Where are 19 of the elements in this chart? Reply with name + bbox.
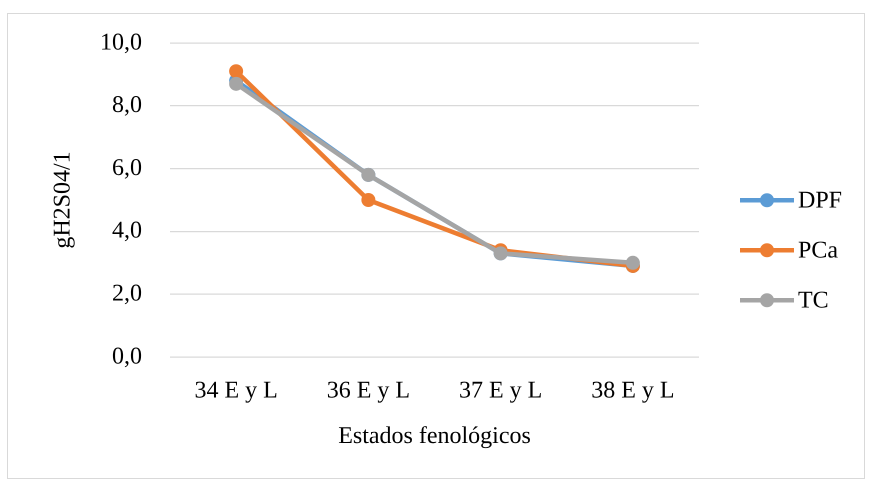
legend-label: DPF	[798, 188, 842, 214]
x-tick-label: 38 E y L	[591, 378, 675, 404]
x-tick-label: 36 E y L	[326, 378, 410, 404]
x-tick-label: 34 E y L	[194, 378, 278, 404]
point	[229, 64, 244, 78]
point	[626, 256, 640, 270]
legend-label: TC	[798, 288, 829, 314]
y-tick-label: 4,0	[112, 218, 142, 244]
y-tick-label: 0,0	[112, 343, 142, 370]
point	[229, 76, 244, 91]
legend-label: PCa	[798, 238, 838, 264]
y-axis-title: gH2S04/1	[50, 151, 76, 249]
x-tick-label: 37 E y L	[458, 378, 542, 404]
x-axis-title: Estados fenológicos	[338, 422, 531, 449]
point	[361, 193, 376, 207]
y-tick-label: 10,0	[100, 29, 142, 56]
y-tick-label: 8,0	[112, 92, 142, 118]
y-tick-label: 6,0	[112, 154, 142, 181]
y-tick-label: 2,0	[112, 280, 142, 306]
